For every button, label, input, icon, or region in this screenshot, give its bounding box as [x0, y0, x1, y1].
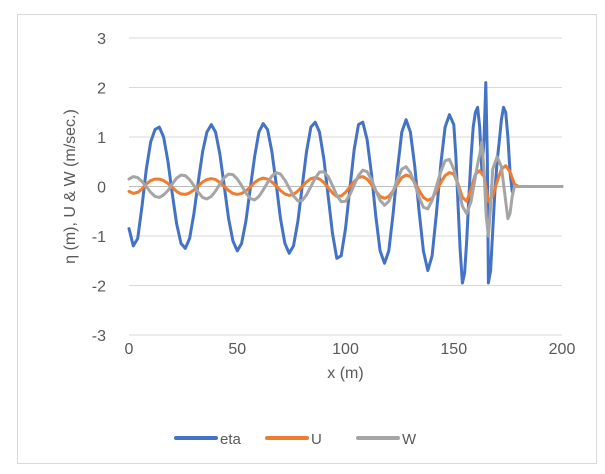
legend-label-w: W	[402, 431, 417, 448]
chart-area	[17, 14, 597, 464]
legend-label-eta: eta	[220, 431, 242, 448]
y-tick-labels: -3 -2 -1 0 1 2 3	[92, 31, 106, 345]
series-line-w	[127, 140, 564, 238]
y-axis-title: η (m), U & W (m/sec.)	[62, 109, 79, 264]
x-tick-label: 100	[332, 341, 359, 358]
plot-series	[127, 81, 564, 285]
gridlines	[129, 37, 562, 336]
y-tick-label: -2	[92, 279, 106, 296]
y-tick-label: 1	[97, 130, 106, 147]
y-tick-label: 0	[97, 180, 106, 197]
legend: eta U W	[174, 431, 417, 448]
x-tick-label: 50	[228, 341, 246, 358]
y-tick-label: -1	[92, 229, 106, 246]
x-tick-label: 0	[125, 341, 134, 358]
y-tick-label: 2	[97, 81, 106, 98]
legend-label-u: U	[311, 431, 322, 448]
x-tick-labels: 0 50 100 150 200	[125, 341, 576, 358]
x-tick-label: 150	[440, 341, 467, 358]
x-axis-title: x (m)	[327, 365, 363, 382]
y-tick-label: -3	[92, 328, 106, 345]
y-tick-label: 3	[97, 31, 106, 48]
x-tick-label: 200	[549, 341, 576, 358]
